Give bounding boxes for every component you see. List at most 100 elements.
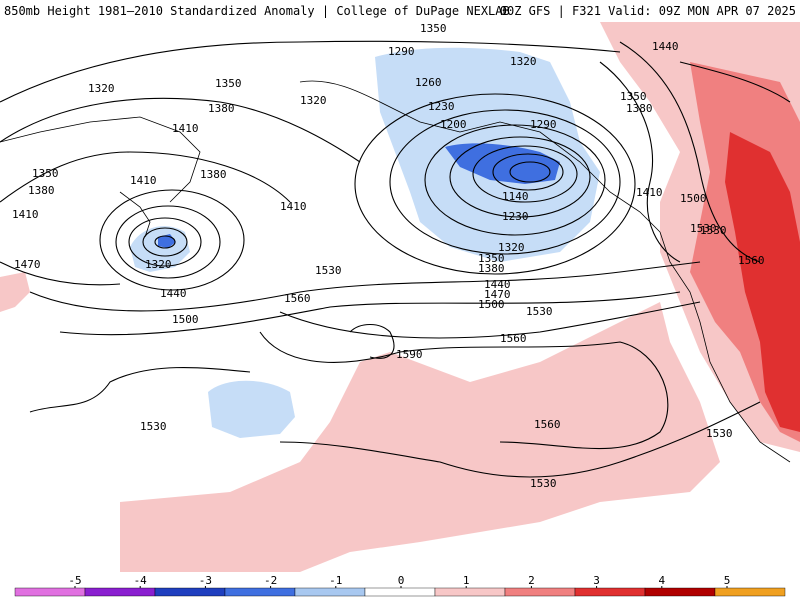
- contour-label: 1500: [172, 313, 199, 326]
- contour-label: 1470: [484, 288, 511, 301]
- positive-anomaly-pacific: [120, 302, 720, 572]
- contour-line: [0, 261, 121, 286]
- colorbar-segment: [224, 587, 296, 597]
- contour-label: 1230: [502, 210, 529, 223]
- contour-label: 1470: [14, 258, 41, 271]
- contour-label: 1590: [396, 348, 423, 361]
- height-anomaly-map: 1350 1320 1350 1380 1410 1350 1380 1410 …: [0, 22, 800, 572]
- colorbar-tick-label: 3: [593, 574, 600, 587]
- colorbar-segment: [434, 587, 506, 597]
- colorbar-tick-label: -3: [199, 574, 212, 587]
- coastline-alaska: [299, 80, 661, 233]
- contour-label: 1320: [510, 55, 537, 68]
- contour-label: 1380: [200, 168, 227, 181]
- contour-label: 1410: [12, 208, 39, 221]
- coastlines: [0, 80, 791, 463]
- contour-ring: [115, 205, 221, 279]
- contour-line: [29, 366, 251, 413]
- model-run-info: 00Z GFS | F321 Valid: 09Z MON APR 07 202…: [499, 4, 796, 18]
- contour-label: 1320: [88, 82, 115, 95]
- contour-line: [0, 40, 621, 103]
- contour-ring: [142, 227, 188, 257]
- colorbar-ticks: -5 -4 -3 -2 -1 0 1 2 3 4 5: [68, 574, 730, 588]
- contour-label: 1320: [145, 258, 172, 271]
- colorbar-tick-label: 5: [724, 574, 731, 587]
- colorbar-tick-label: 4: [658, 574, 665, 587]
- contour-line: [279, 301, 701, 339]
- contour-line: [599, 61, 681, 263]
- contour-label: 1410: [130, 174, 157, 187]
- contour-label: 1500: [478, 298, 505, 311]
- strong-positive-anomaly-west-coast: [725, 132, 800, 432]
- contour-label: 1320: [498, 241, 525, 254]
- contour-ring: [354, 93, 636, 275]
- negative-anomaly-west-low: [130, 226, 190, 272]
- contour-line: [0, 97, 361, 163]
- contour-label: 1290: [530, 118, 557, 131]
- contour-ring: [128, 217, 202, 267]
- map-header: 850mb Height 1981–2010 Standardized Anom…: [0, 0, 800, 22]
- contour-line: [0, 151, 291, 203]
- colorbar-tick-label: 0: [398, 574, 405, 587]
- contour-ring: [154, 235, 176, 249]
- anomaly-shading: [0, 22, 800, 572]
- colorbar-segment: [154, 587, 226, 597]
- colorbar-tick-label: -4: [134, 574, 148, 587]
- coastline-siberia: [0, 116, 201, 203]
- contour-label: 1560: [534, 418, 561, 431]
- contour-label: 1200: [440, 118, 467, 131]
- contour-ring: [492, 153, 564, 191]
- contour-labels: 1350 1320 1350 1380 1410 1350 1380 1410 …: [12, 22, 765, 490]
- contour-label: 1530: [690, 222, 717, 235]
- contour-label: 1140: [502, 190, 529, 203]
- colorbar-tick-label: -5: [68, 574, 81, 587]
- colorbar-segment: [504, 587, 576, 597]
- negative-anomaly-mid-pacific: [208, 380, 295, 438]
- map-title: 850mb Height 1981–2010 Standardized Anom…: [4, 4, 510, 18]
- contour-line: [59, 291, 681, 336]
- contour-label: 1350: [478, 252, 505, 265]
- contour-label: 1440: [652, 40, 679, 53]
- colorbar-segment: [294, 587, 366, 597]
- contour-line: [619, 41, 761, 263]
- contour-ring: [99, 189, 245, 291]
- contour-label: 1530: [706, 427, 733, 440]
- colorbar-tick-label: 2: [528, 574, 535, 587]
- contour-label: 1410: [172, 122, 199, 135]
- contour-label: 1530: [526, 305, 553, 318]
- contour-label: 1380: [478, 262, 505, 275]
- contour-label: 1320: [300, 94, 327, 107]
- colorbar-tick-label: -2: [264, 574, 277, 587]
- contour-label: 1350: [32, 167, 59, 180]
- contour-label: 1380: [626, 102, 653, 115]
- contour-label: 1530: [315, 264, 342, 277]
- colorbar-segment: [644, 587, 716, 597]
- colorbar-tick-label: -1: [329, 574, 342, 587]
- colorbar-tick-label: 1: [463, 574, 470, 587]
- contour-ring: [509, 161, 551, 183]
- anomaly-colorbar: -5 -4 -3 -2 -1 0 1 2 3 4 5: [14, 574, 786, 597]
- contour-ring: [449, 136, 591, 218]
- contour-line: [29, 261, 701, 312]
- contour-line: [679, 61, 791, 103]
- height-contours: [0, 40, 791, 478]
- contour-label: 1410: [636, 186, 663, 199]
- contour-label: 1260: [415, 76, 442, 89]
- contour-label: 1560: [284, 292, 311, 305]
- contour-label: 1530: [530, 477, 557, 490]
- colorbar-segment: [364, 587, 436, 597]
- contour-label: 1290: [388, 45, 415, 58]
- colorbar-segment: [574, 587, 646, 597]
- contour-label: 1380: [28, 184, 55, 197]
- contour-line: [349, 323, 395, 359]
- contour-label: 1440: [484, 278, 511, 291]
- colorbar-segments: [14, 587, 786, 597]
- contour-line: [279, 401, 761, 478]
- contour-label: 1410: [280, 200, 307, 213]
- contour-label: 1530: [140, 420, 167, 433]
- colorbar-segment: [84, 587, 156, 597]
- contour-label: 1560: [738, 254, 765, 267]
- colorbar-segment: [714, 587, 786, 597]
- contour-ring: [389, 109, 621, 255]
- contour-label: 1500: [680, 192, 707, 205]
